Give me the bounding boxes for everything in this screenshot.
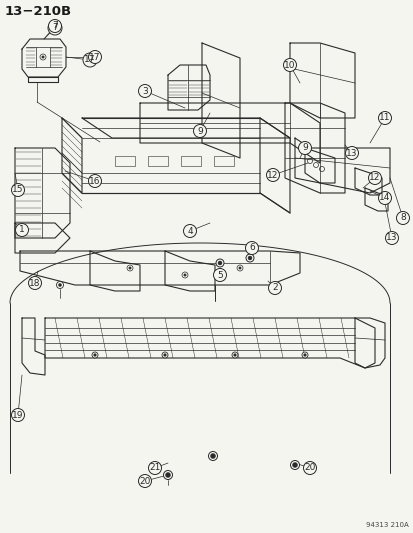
Circle shape — [88, 174, 101, 188]
Circle shape — [303, 354, 306, 356]
Circle shape — [247, 256, 252, 260]
Circle shape — [163, 471, 172, 480]
Bar — [115, 156, 135, 166]
Text: 9: 9 — [197, 126, 202, 135]
Circle shape — [163, 354, 166, 356]
Circle shape — [48, 20, 62, 33]
Bar — [214, 156, 233, 166]
Text: 11: 11 — [378, 114, 390, 123]
Text: 21: 21 — [149, 464, 160, 472]
Text: 12: 12 — [368, 174, 380, 182]
Text: 17: 17 — [89, 52, 100, 61]
Circle shape — [266, 168, 279, 182]
Text: 2: 2 — [271, 284, 277, 293]
Circle shape — [377, 191, 391, 205]
Circle shape — [42, 56, 44, 58]
Circle shape — [48, 21, 62, 35]
Text: 5: 5 — [216, 271, 222, 279]
Text: 13: 13 — [385, 233, 397, 243]
Circle shape — [138, 474, 151, 488]
Circle shape — [193, 125, 206, 138]
Text: 13−210B: 13−210B — [5, 5, 72, 18]
Circle shape — [385, 231, 398, 245]
Circle shape — [83, 53, 97, 67]
Text: 6: 6 — [249, 244, 254, 253]
Text: 20: 20 — [304, 464, 315, 472]
Circle shape — [245, 254, 254, 262]
Circle shape — [213, 269, 226, 281]
Circle shape — [377, 111, 391, 125]
Circle shape — [231, 352, 237, 358]
Circle shape — [292, 463, 297, 467]
Circle shape — [216, 259, 223, 267]
Circle shape — [245, 241, 258, 254]
Circle shape — [301, 352, 307, 358]
Circle shape — [396, 212, 408, 224]
Text: 1: 1 — [19, 225, 25, 235]
Circle shape — [92, 352, 98, 358]
Bar — [147, 156, 168, 166]
Circle shape — [28, 277, 41, 289]
Circle shape — [128, 267, 131, 269]
Text: 14: 14 — [378, 193, 390, 203]
Circle shape — [290, 461, 299, 470]
Text: 16: 16 — [89, 176, 100, 185]
Text: 13: 13 — [345, 149, 357, 157]
Circle shape — [148, 462, 161, 474]
Text: 8: 8 — [399, 214, 405, 222]
Text: 15: 15 — [12, 185, 24, 195]
Text: 9: 9 — [301, 143, 307, 152]
Circle shape — [127, 265, 133, 271]
Text: 19: 19 — [12, 410, 24, 419]
Circle shape — [268, 281, 281, 295]
Circle shape — [165, 472, 170, 478]
Text: 17: 17 — [84, 55, 95, 64]
Bar — [180, 156, 201, 166]
Circle shape — [56, 281, 63, 288]
Circle shape — [345, 147, 358, 159]
Circle shape — [238, 267, 241, 269]
Circle shape — [88, 51, 101, 63]
Circle shape — [138, 85, 151, 98]
Circle shape — [283, 59, 296, 71]
Circle shape — [161, 352, 168, 358]
Text: 18: 18 — [29, 279, 40, 287]
Text: 3: 3 — [142, 86, 147, 95]
Circle shape — [12, 183, 24, 197]
Circle shape — [182, 272, 188, 278]
Circle shape — [12, 408, 24, 422]
Circle shape — [58, 284, 62, 287]
Circle shape — [218, 261, 221, 265]
Circle shape — [183, 224, 196, 238]
Circle shape — [236, 265, 242, 271]
Circle shape — [93, 354, 96, 356]
Text: 20: 20 — [139, 477, 150, 486]
Text: 10: 10 — [284, 61, 295, 69]
Circle shape — [210, 454, 215, 458]
Circle shape — [233, 354, 236, 356]
Text: 7: 7 — [52, 21, 58, 30]
Circle shape — [183, 274, 186, 276]
Text: 12: 12 — [267, 171, 278, 180]
Circle shape — [368, 172, 380, 184]
Text: 4: 4 — [187, 227, 192, 236]
Circle shape — [15, 223, 28, 237]
Circle shape — [208, 451, 217, 461]
Text: 7: 7 — [52, 23, 58, 33]
Circle shape — [303, 462, 316, 474]
Text: 94313 210A: 94313 210A — [366, 522, 408, 528]
Circle shape — [298, 141, 311, 155]
